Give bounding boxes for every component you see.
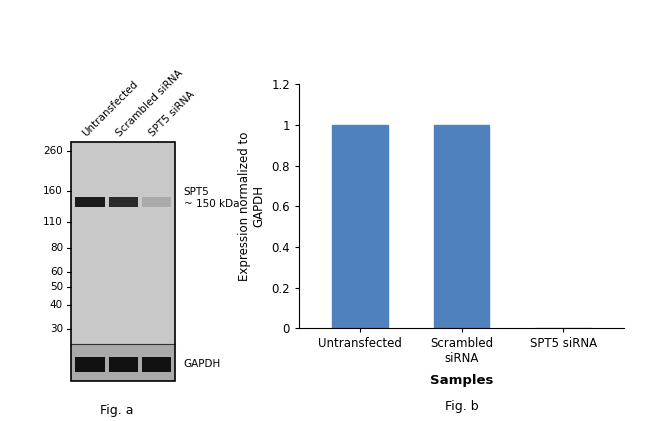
Bar [109, 197, 138, 207]
Bar [75, 357, 105, 372]
Bar [109, 357, 138, 372]
Text: 60: 60 [50, 267, 63, 277]
Text: 110: 110 [43, 217, 63, 227]
Text: 160: 160 [43, 186, 63, 196]
Bar [332, 125, 388, 328]
Text: GAPDH: GAPDH [183, 360, 221, 369]
Text: Fig. a: Fig. a [100, 404, 134, 417]
Bar [142, 357, 171, 372]
Text: 40: 40 [50, 300, 63, 310]
Y-axis label: Expression normalized to
GAPDH: Expression normalized to GAPDH [238, 132, 266, 281]
Text: SPT5
~ 150 kDa: SPT5 ~ 150 kDa [183, 187, 239, 209]
Bar [142, 197, 171, 207]
Bar [434, 125, 489, 328]
Bar [72, 142, 176, 344]
Text: Fig. b: Fig. b [445, 400, 478, 413]
Bar [72, 344, 176, 381]
Text: Untransfected: Untransfected [81, 79, 140, 139]
Text: 30: 30 [50, 324, 63, 334]
Text: SPT5 siRNA: SPT5 siRNA [148, 89, 196, 139]
Text: Scrambled siRNA: Scrambled siRNA [114, 68, 185, 139]
Text: 50: 50 [50, 282, 63, 292]
X-axis label: Samples: Samples [430, 374, 493, 387]
Text: 80: 80 [50, 243, 63, 253]
Bar [75, 197, 105, 207]
Text: 260: 260 [43, 146, 63, 156]
Bar [72, 142, 176, 381]
